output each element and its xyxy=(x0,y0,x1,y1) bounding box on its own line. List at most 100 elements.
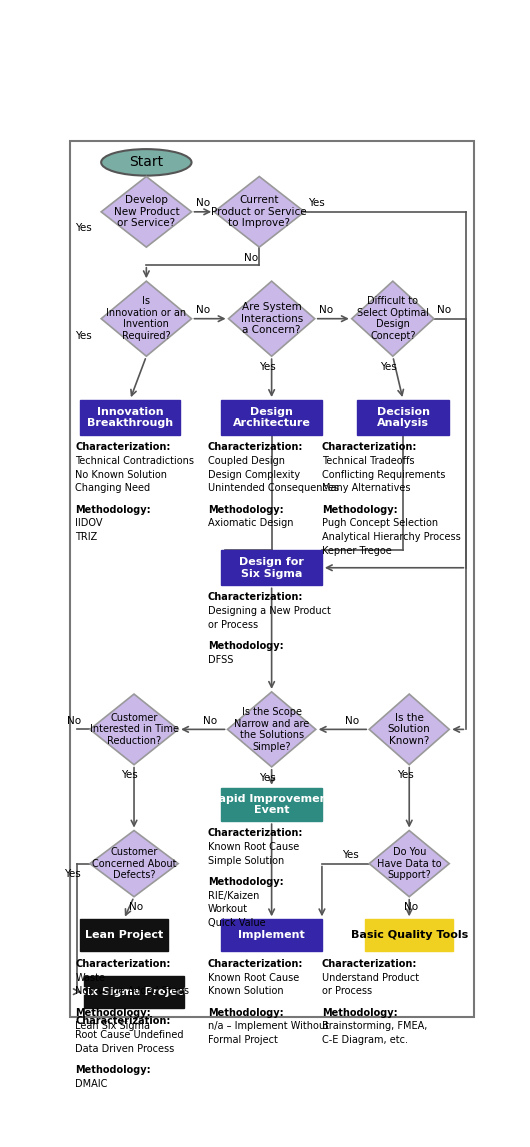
Text: Are System
Interactions
a Concern?: Are System Interactions a Concern? xyxy=(241,302,303,335)
Text: Yes: Yes xyxy=(397,771,413,780)
Polygon shape xyxy=(352,281,434,357)
Text: Pugh Concept Selection: Pugh Concept Selection xyxy=(322,518,438,529)
Text: Methodology:: Methodology: xyxy=(75,505,151,515)
Text: Many Alternatives: Many Alternatives xyxy=(322,483,410,493)
Text: No: No xyxy=(67,716,81,726)
Text: Data Driven Process: Data Driven Process xyxy=(75,1044,174,1054)
Text: Axiomatic Design: Axiomatic Design xyxy=(208,518,294,529)
Polygon shape xyxy=(90,830,178,897)
Text: Basic Quality Tools: Basic Quality Tools xyxy=(351,930,468,941)
Text: Yes: Yes xyxy=(308,198,324,208)
FancyBboxPatch shape xyxy=(80,400,180,435)
Text: No: No xyxy=(404,903,418,912)
Text: Decision
Analysis: Decision Analysis xyxy=(376,407,429,429)
FancyBboxPatch shape xyxy=(365,919,453,951)
FancyBboxPatch shape xyxy=(357,400,449,435)
Text: Rapid Improvement
Event: Rapid Improvement Event xyxy=(210,794,333,816)
Text: Lean Project: Lean Project xyxy=(85,930,163,941)
Text: Difficult to
Select Optimal
Design
Concept?: Difficult to Select Optimal Design Conce… xyxy=(357,296,429,341)
Text: Technical Contradictions: Technical Contradictions xyxy=(75,457,195,466)
Text: Yes: Yes xyxy=(259,361,276,372)
Text: RIE/Kaizen: RIE/Kaizen xyxy=(208,890,259,900)
Text: TRIZ: TRIZ xyxy=(75,532,98,543)
Text: Brainstorming, FMEA,: Brainstorming, FMEA, xyxy=(322,1021,427,1031)
Text: Methodology:: Methodology: xyxy=(208,877,284,887)
Text: Known Root Cause: Known Root Cause xyxy=(208,973,299,983)
Text: Simple Solution: Simple Solution xyxy=(208,856,284,866)
Text: Changing Need: Changing Need xyxy=(75,483,151,493)
Text: Design
Architecture: Design Architecture xyxy=(233,407,311,429)
Text: Technical Tradeoffs: Technical Tradeoffs xyxy=(322,457,414,466)
Text: Characterization:: Characterization: xyxy=(75,959,171,969)
FancyBboxPatch shape xyxy=(222,400,322,435)
Polygon shape xyxy=(369,830,449,897)
Text: Understand Product: Understand Product xyxy=(322,973,419,983)
Text: No: No xyxy=(319,305,333,315)
Text: IIDOV: IIDOV xyxy=(75,518,103,529)
Polygon shape xyxy=(369,694,449,765)
FancyBboxPatch shape xyxy=(222,919,322,951)
Text: Six Sigma Project: Six Sigma Project xyxy=(79,986,189,997)
Text: Characterization:: Characterization: xyxy=(208,443,303,452)
Text: Waste: Waste xyxy=(75,973,105,983)
Text: Yes: Yes xyxy=(64,869,81,880)
Ellipse shape xyxy=(101,149,191,175)
Text: Analytical Hierarchy Process: Analytical Hierarchy Process xyxy=(322,532,461,543)
Text: No: No xyxy=(196,198,210,208)
Text: Characterization:: Characterization: xyxy=(322,443,417,452)
Text: No: No xyxy=(129,903,143,912)
Text: Implement: Implement xyxy=(238,930,305,941)
Text: Characterization:: Characterization: xyxy=(322,959,417,969)
Text: No: No xyxy=(244,252,258,263)
Text: Methodology:: Methodology: xyxy=(322,1007,398,1017)
Text: Yes: Yes xyxy=(259,773,276,782)
Text: Methodology:: Methodology: xyxy=(75,1066,151,1075)
Text: Non-value Added Steps: Non-value Added Steps xyxy=(75,986,189,997)
Text: Workout: Workout xyxy=(208,904,248,914)
Text: or Process: or Process xyxy=(208,619,258,630)
Text: Customer
Interested in Time
Reduction?: Customer Interested in Time Reduction? xyxy=(90,712,179,746)
Text: Conflicting Requirements: Conflicting Requirements xyxy=(322,470,445,479)
Text: Methodology:: Methodology: xyxy=(208,641,284,651)
Text: Root Cause Undefined: Root Cause Undefined xyxy=(75,1030,184,1040)
Text: Current
Product or Service
to Improve?: Current Product or Service to Improve? xyxy=(211,195,307,228)
Text: Methodology:: Methodology: xyxy=(208,1007,284,1017)
Text: Known Solution: Known Solution xyxy=(208,986,284,997)
Text: Innovation
Breakthrough: Innovation Breakthrough xyxy=(87,407,173,429)
Text: Characterization:: Characterization: xyxy=(75,1016,171,1027)
Text: No: No xyxy=(437,305,451,315)
Text: DFSS: DFSS xyxy=(208,655,233,665)
Text: Is the
Solution
Known?: Is the Solution Known? xyxy=(388,712,430,746)
Text: Yes: Yes xyxy=(121,771,138,780)
FancyBboxPatch shape xyxy=(80,919,168,951)
Text: DMAIC: DMAIC xyxy=(75,1078,108,1089)
Text: No: No xyxy=(345,716,359,726)
Text: or Process: or Process xyxy=(322,986,372,997)
Text: Customer
Concerned About
Defects?: Customer Concerned About Defects? xyxy=(92,846,176,880)
Text: Is the Scope
Narrow and are
the Solutions
Simple?: Is the Scope Narrow and are the Solution… xyxy=(234,707,309,751)
Text: Yes: Yes xyxy=(381,361,397,372)
FancyBboxPatch shape xyxy=(222,788,322,821)
Polygon shape xyxy=(228,281,315,357)
FancyBboxPatch shape xyxy=(84,976,184,1007)
Text: Yes: Yes xyxy=(75,223,92,233)
Text: Methodology:: Methodology: xyxy=(208,505,284,515)
Text: Design for
Six Sigma: Design for Six Sigma xyxy=(239,557,304,578)
Text: Lean Six Sigma: Lean Six Sigma xyxy=(75,1021,151,1031)
Text: Design Complexity: Design Complexity xyxy=(208,470,300,479)
Text: Known Root Cause: Known Root Cause xyxy=(208,842,299,852)
Text: Develop
New Product
or Service?: Develop New Product or Service? xyxy=(113,195,179,228)
Text: Characterization:: Characterization: xyxy=(208,828,303,838)
Text: Yes: Yes xyxy=(75,331,92,342)
Text: Characterization:: Characterization: xyxy=(75,443,171,452)
Text: Coupled Design: Coupled Design xyxy=(208,457,285,466)
Text: Methodology:: Methodology: xyxy=(322,505,398,515)
Text: Quick Value: Quick Value xyxy=(208,918,266,928)
Text: Characterization:: Characterization: xyxy=(208,959,303,969)
Text: Formal Project: Formal Project xyxy=(208,1035,278,1045)
Text: Start: Start xyxy=(129,155,163,170)
Text: No: No xyxy=(203,716,217,726)
Text: No Known Solution: No Known Solution xyxy=(75,470,167,479)
Text: C-E Diagram, etc.: C-E Diagram, etc. xyxy=(322,1035,408,1045)
Text: No: No xyxy=(196,305,210,315)
